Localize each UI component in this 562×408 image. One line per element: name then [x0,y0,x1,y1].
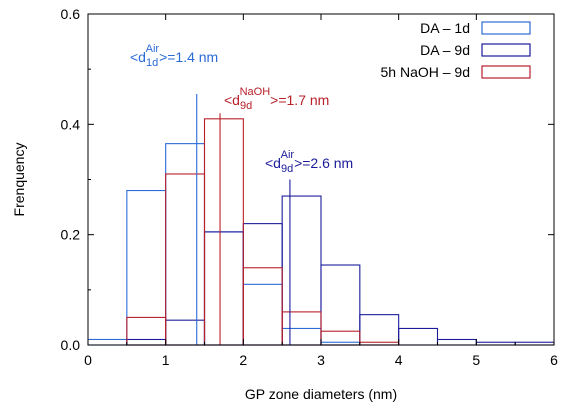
bar-series1-bin6 [281,327,322,346]
annotation-label-air-1d: <d1dAir>=1.4 nm [130,43,218,69]
bar-series2-bin7 [359,314,400,346]
histogram-bars [87,118,555,346]
x-axis-label: GP zone diameters (nm) [245,386,397,402]
x-axis-ticks: 0 1 2 3 4 5 6 [84,14,558,368]
x-tick-label: 3 [317,352,325,368]
bar-series3-bin1 [126,316,167,346]
y-tick-label: 0.2 [61,227,81,243]
y-axis-label: Frenquency [11,143,27,217]
bar-series2-bin1 [126,338,167,346]
y-tick-label: 0.0 [61,337,81,353]
annotation-label-air-9d: <d9dAir>=2.6 nm [265,149,353,175]
x-tick-label: 5 [472,352,480,368]
bar-series1-bin2 [126,189,167,346]
legend-label-3: 5h NaOH – 9d [381,64,471,80]
bar-series1-bin1 [87,338,128,346]
bar-series3-bin2 [165,173,206,346]
x-tick-label: 1 [162,352,170,368]
y-axis-ticks: 0.0 0.2 0.4 0.6 [61,6,554,353]
bar-series2-bin6 [320,264,361,346]
bar-series3-bin4 [242,267,283,346]
annotation-lines [196,93,291,345]
y-tick-label: 0.6 [61,6,81,22]
y-tick-label: 0.4 [61,116,81,132]
legend: DA – 1d DA – 9d 5h NaOH – 9d [381,20,531,80]
annotation-label-naoh-9d: <d9dNaOH>=1.7 nm [224,86,329,112]
legend-swatch-2 [481,43,531,57]
x-tick-label: 0 [84,352,92,368]
bar-series2-bin9 [436,338,477,346]
x-tick-label: 4 [395,352,403,368]
x-tick-label: 6 [550,352,558,368]
bar-series2-bin8 [398,327,439,346]
bar-series3-bin6 [320,330,361,346]
legend-swatch-1 [481,21,531,35]
legend-label-2: DA – 9d [420,42,470,58]
x-tick-label: 2 [239,352,247,368]
bar-series2-bin2 [165,319,206,346]
bar-series1-bin4 [203,231,244,346]
legend-label-1: DA – 1d [420,20,470,36]
legend-swatch-3 [481,65,531,79]
annotation-labels: <d1dAir>=1.4 nm<d9dNaOH>=1.7 nm <d9dAir>=… [130,43,353,175]
bar-series1-bin5 [242,283,283,346]
bar-series2-bin3 [203,231,244,346]
bar-series2-bin5 [281,195,322,346]
